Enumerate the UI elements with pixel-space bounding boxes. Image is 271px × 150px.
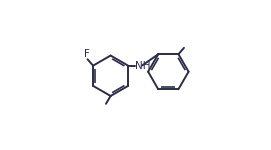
Text: F: F — [84, 49, 90, 59]
Text: NH: NH — [136, 61, 151, 71]
